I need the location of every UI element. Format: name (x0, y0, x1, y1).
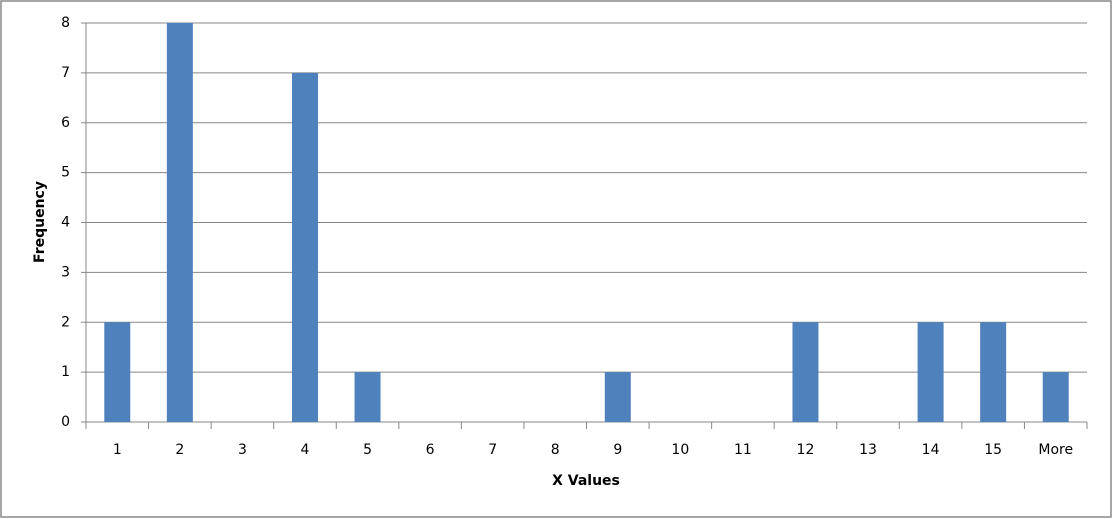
x-tick-label: 6 (426, 442, 435, 458)
y-axis-title: Frequency (32, 181, 48, 263)
y-tick-label: 7 (61, 65, 70, 81)
bar (604, 372, 631, 422)
x-tick-label: 15 (984, 442, 1002, 458)
bar (1042, 372, 1069, 422)
bar (354, 372, 381, 422)
x-tick-label: 14 (922, 442, 940, 458)
x-tick-label: 7 (488, 442, 497, 458)
bar (291, 72, 318, 422)
y-tick-label: 0 (61, 414, 70, 430)
x-tick-label: 3 (238, 442, 247, 458)
x-axis-title: X Values (552, 473, 620, 489)
bar (980, 322, 1007, 422)
bar (104, 322, 131, 422)
y-tick-label: 2 (61, 314, 70, 330)
x-tick-label: 12 (797, 442, 815, 458)
x-tick-label: 9 (613, 442, 622, 458)
y-tick-label: 3 (61, 264, 70, 280)
bar (792, 322, 819, 422)
x-tick-label: 13 (859, 442, 877, 458)
x-tick-label: 1 (113, 442, 122, 458)
bar (917, 322, 944, 422)
x-tick-label: 4 (301, 442, 310, 458)
y-tick-label: 6 (61, 115, 70, 131)
x-tick-label: 5 (363, 442, 372, 458)
x-tick-label: 8 (551, 442, 560, 458)
y-tick-label: 8 (61, 15, 70, 31)
x-tick-label: 11 (734, 442, 752, 458)
x-tick-label: 2 (175, 442, 184, 458)
y-tick-label: 5 (61, 165, 70, 181)
y-tick-label: 4 (61, 215, 70, 231)
bar (166, 23, 193, 422)
y-tick-label: 1 (61, 364, 70, 380)
x-tick-label: More (1038, 442, 1073, 458)
x-tick-label: 10 (671, 442, 689, 458)
